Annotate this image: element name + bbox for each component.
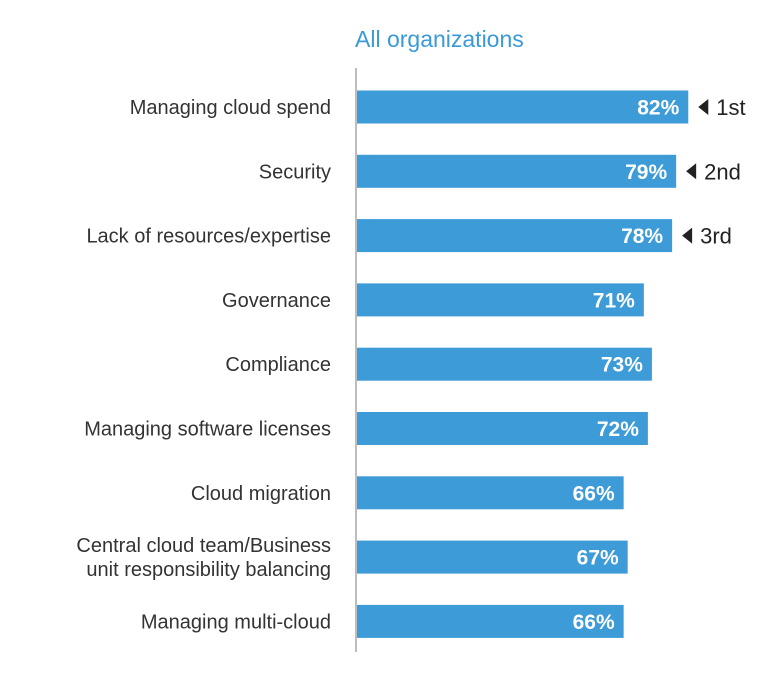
category-label-line: Managing software licenses — [84, 419, 331, 441]
value-label: 82% — [637, 97, 679, 120]
category-label-line: Managing multi-cloud — [141, 611, 331, 633]
category-label-line: Security — [259, 161, 331, 183]
rank-pointer-icon — [698, 99, 709, 115]
category-label-line: Lack of resources/expertise — [86, 226, 331, 248]
bar — [357, 90, 689, 124]
rank-pointer-icon — [686, 163, 697, 180]
bar — [357, 604, 624, 638]
category-label: Compliance — [225, 354, 331, 376]
category-label-line: Governance — [222, 290, 331, 312]
category-label: Lack of resources/expertise — [86, 226, 331, 248]
value-labels-group: 82% 79% 78% 71% 73% 72% 66% 67% 66% — [573, 97, 680, 634]
category-label: Central cloud team/Business unit responsi… — [76, 535, 331, 581]
value-label: 66% — [573, 611, 615, 634]
rank-label: 1st — [716, 95, 745, 120]
value-label: 79% — [625, 161, 667, 184]
rank-label: 3rd — [700, 224, 732, 249]
value-label: 78% — [621, 225, 663, 248]
bar — [357, 476, 624, 510]
category-label: Cloud migration — [191, 483, 331, 505]
rank-label: 2nd — [704, 159, 741, 184]
chart-title: All organizations — [355, 26, 524, 52]
category-label: Managing cloud spend — [130, 97, 331, 119]
value-label: 72% — [597, 418, 639, 441]
category-label-line: Compliance — [225, 354, 331, 376]
bar — [357, 540, 628, 574]
bar — [357, 283, 644, 317]
category-label: Managing software licenses — [84, 419, 331, 441]
bars-group — [357, 90, 689, 638]
value-label: 66% — [573, 482, 615, 505]
category-label-line: Cloud migration — [191, 483, 331, 505]
bar — [357, 347, 652, 381]
category-labels-group: Managing cloud spend Security Lack of reso… — [76, 97, 331, 633]
category-label: Governance — [222, 290, 331, 312]
bar — [357, 412, 648, 445]
bar — [357, 154, 677, 188]
category-label-line: Managing cloud spend — [130, 97, 331, 119]
category-label-line: unit responsibility balancing — [86, 559, 331, 581]
rank-markers-group: 1st 2nd 3rd — [682, 95, 746, 249]
bar — [357, 219, 673, 253]
value-label: 67% — [577, 547, 619, 570]
category-label-line: Central cloud team/Business — [76, 535, 331, 557]
value-label: 73% — [601, 354, 643, 377]
rank-pointer-icon — [682, 227, 693, 244]
category-label: Security — [259, 161, 331, 183]
category-label: Managing multi-cloud — [141, 611, 331, 633]
value-label: 71% — [593, 289, 635, 312]
